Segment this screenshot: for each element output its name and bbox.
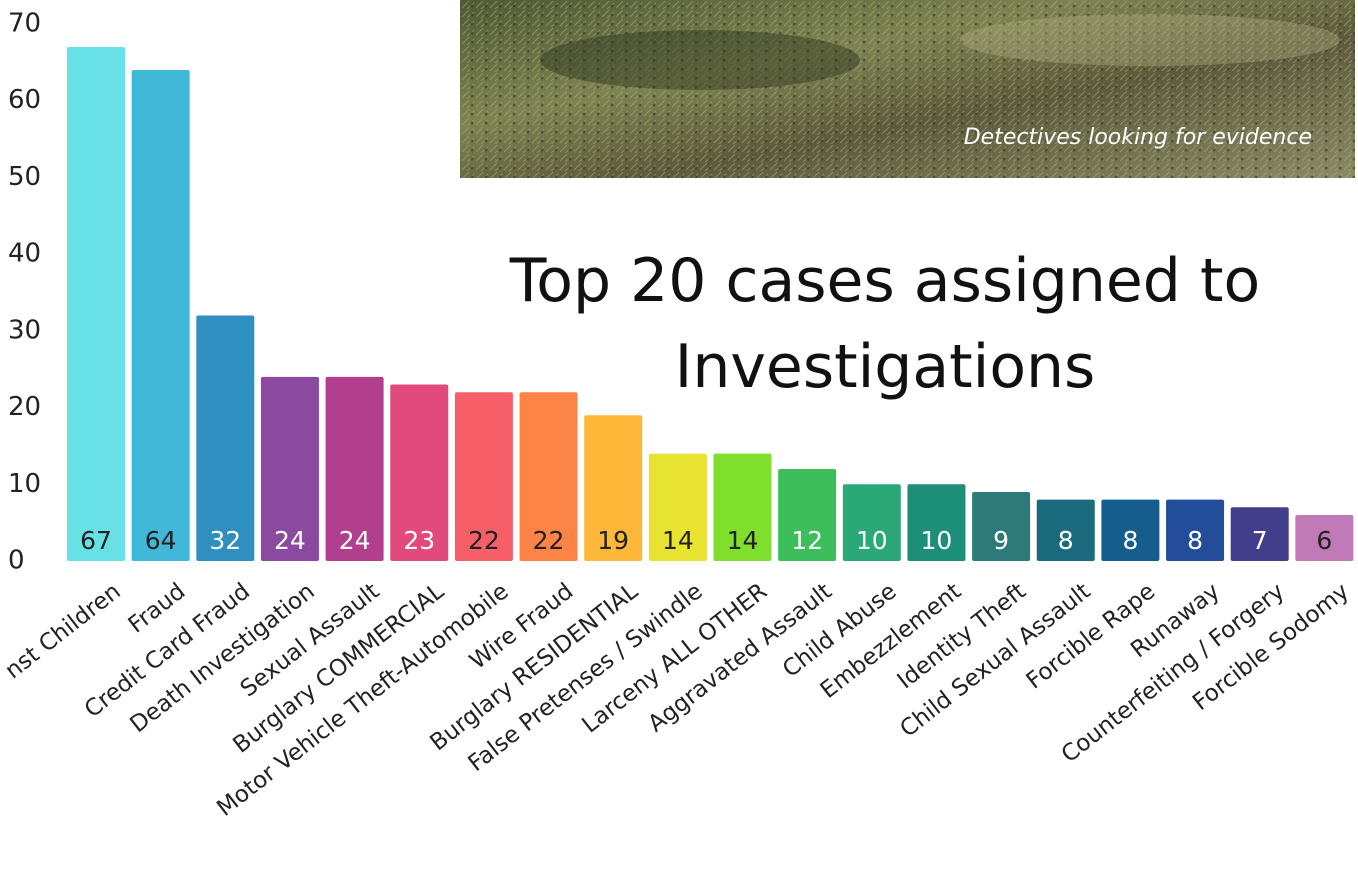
bar bbox=[778, 468, 837, 561]
bar bbox=[260, 376, 319, 561]
value-label: 10 bbox=[921, 526, 953, 555]
bar bbox=[325, 376, 384, 561]
value-label: 22 bbox=[468, 526, 500, 555]
value-label: 24 bbox=[339, 526, 371, 555]
bar bbox=[584, 415, 643, 561]
value-label: 9 bbox=[993, 526, 1009, 555]
bar bbox=[1101, 499, 1160, 561]
value-label: 10 bbox=[856, 526, 888, 555]
photo-caption: Detectives looking for evidence bbox=[964, 125, 1312, 150]
value-label: 8 bbox=[1122, 526, 1138, 555]
value-label: 6 bbox=[1316, 526, 1332, 555]
x-tick-label: nst Children bbox=[0, 578, 125, 684]
y-tick-label: 40 bbox=[8, 239, 41, 269]
bar bbox=[1036, 499, 1095, 561]
bar bbox=[648, 453, 707, 561]
y-tick-label: 20 bbox=[8, 392, 41, 422]
value-label: 19 bbox=[597, 526, 629, 555]
y-tick-label: 10 bbox=[8, 469, 41, 499]
y-tick-label: 50 bbox=[8, 162, 41, 192]
y-tick-label: 0 bbox=[8, 546, 25, 576]
value-label: 14 bbox=[662, 526, 694, 555]
bar bbox=[1166, 499, 1225, 561]
value-label: 8 bbox=[1058, 526, 1074, 555]
bar bbox=[67, 47, 125, 562]
bar bbox=[390, 384, 449, 561]
bar bbox=[131, 70, 190, 562]
y-tick-label: 60 bbox=[8, 85, 41, 115]
bar bbox=[454, 392, 513, 561]
bar bbox=[196, 315, 255, 561]
bar bbox=[519, 392, 578, 561]
value-label: 32 bbox=[209, 526, 241, 555]
y-tick-label: 70 bbox=[8, 9, 41, 39]
value-label: 12 bbox=[791, 526, 823, 555]
value-label: 24 bbox=[274, 526, 306, 555]
value-label: 7 bbox=[1252, 526, 1268, 555]
bar bbox=[713, 453, 772, 561]
bar bbox=[972, 491, 1031, 561]
bar bbox=[1295, 514, 1354, 561]
value-label: 8 bbox=[1187, 526, 1203, 555]
bar bbox=[907, 484, 966, 561]
bar bbox=[1230, 507, 1289, 561]
bar bbox=[842, 484, 901, 561]
value-label: 23 bbox=[403, 526, 435, 555]
photo: Detectives looking for evidence bbox=[460, 0, 1355, 178]
value-label: 22 bbox=[533, 526, 565, 555]
chart-title: Top 20 cases assigned to Investigations bbox=[509, 246, 1261, 402]
value-label: 67 bbox=[80, 526, 112, 555]
value-label: 14 bbox=[727, 526, 759, 555]
y-tick-label: 30 bbox=[8, 315, 41, 345]
value-label: 64 bbox=[145, 526, 177, 555]
